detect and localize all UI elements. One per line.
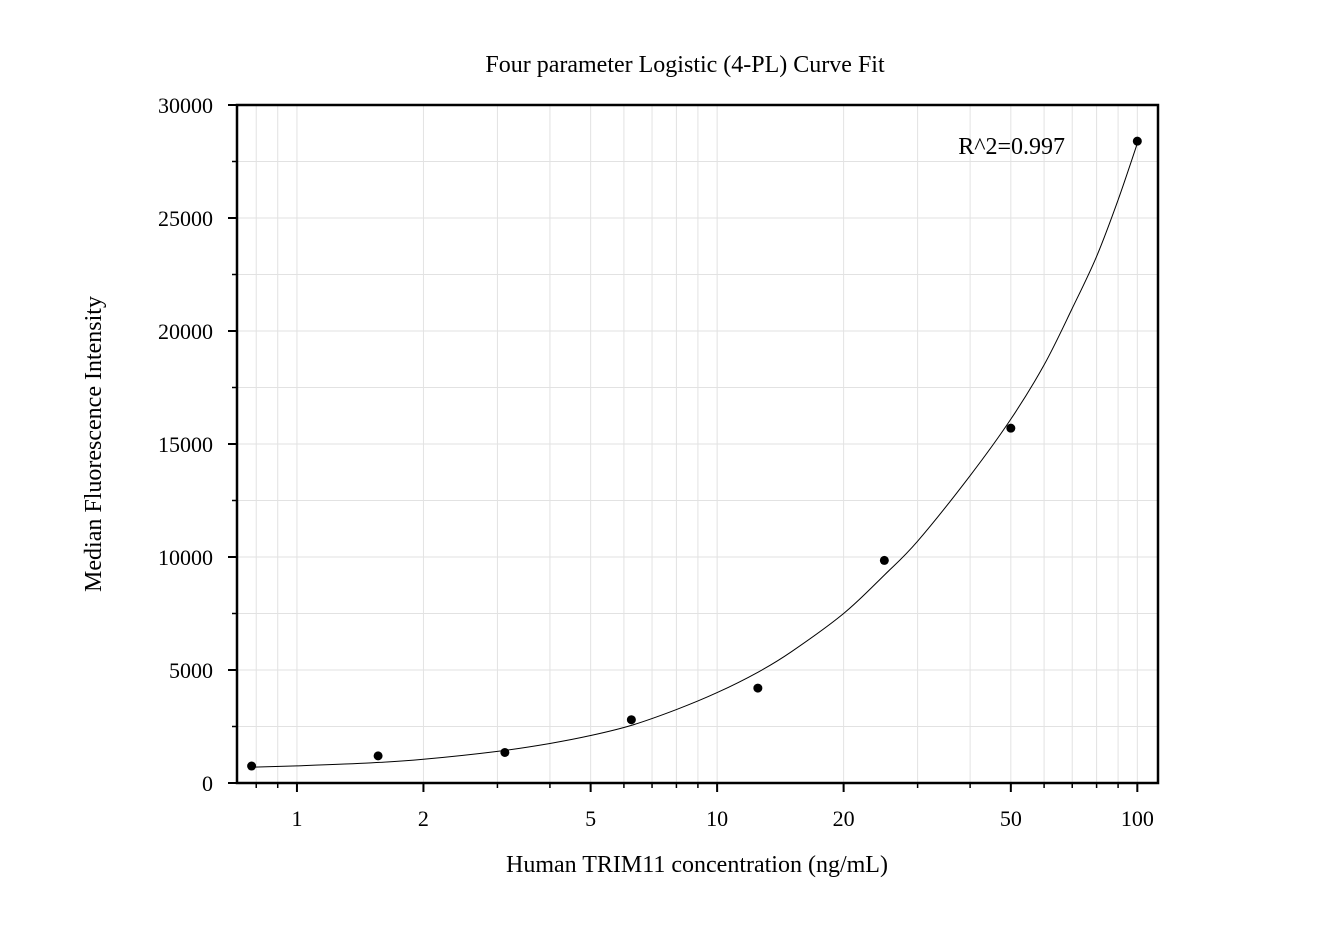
- data-point: [247, 761, 257, 771]
- x-tick-label: 50: [1000, 806, 1022, 831]
- x-tick-label: 10: [706, 806, 728, 831]
- data-point: [1006, 423, 1016, 433]
- r-squared-annotation: R^2=0.997: [958, 134, 1065, 160]
- data-point: [500, 747, 510, 757]
- y-tick-label: 25000: [158, 206, 213, 231]
- y-tick-label: 0: [202, 771, 213, 796]
- x-tick-label: 20: [833, 806, 855, 831]
- x-axis-title: Human TRIM11 concentration (ng/mL): [506, 852, 888, 878]
- y-tick-label: 10000: [158, 545, 213, 570]
- fit-curve-layer: [251, 143, 1138, 768]
- data-point: [373, 751, 383, 761]
- x-tick-label: 100: [1121, 806, 1154, 831]
- y-axis-ticks: 0 5000 10000 15000 20000 25000 30000: [158, 93, 237, 796]
- data-point: [626, 715, 636, 725]
- x-tick-label: 1: [291, 806, 302, 831]
- y-tick-label: 5000: [169, 658, 213, 683]
- data-points-layer: [247, 136, 1142, 771]
- data-point: [1132, 136, 1142, 146]
- grid-lines: [237, 105, 1158, 783]
- chart-title: Four parameter Logistic (4-PL) Curve Fit: [485, 52, 885, 78]
- x-axis-ticks: 1 2 5 10 20 50 100: [255, 783, 1154, 831]
- y-tick-label: 20000: [158, 319, 213, 344]
- data-point: [753, 683, 763, 693]
- fit-curve-line: [251, 143, 1138, 768]
- x-tick-label: 2: [418, 806, 429, 831]
- data-point: [879, 555, 889, 565]
- y-tick-label: 30000: [158, 93, 213, 118]
- y-axis-title: Median Fluorescence Intensity: [81, 296, 107, 592]
- x-tick-label: 5: [585, 806, 596, 831]
- y-tick-label: 15000: [158, 432, 213, 457]
